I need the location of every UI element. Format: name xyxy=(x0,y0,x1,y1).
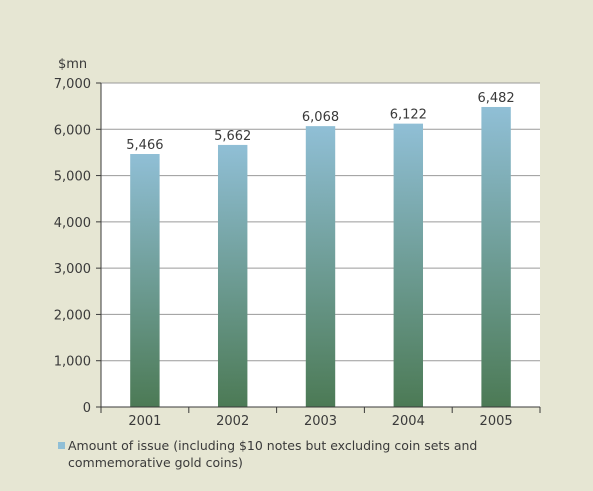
y-tick-label: 7,000 xyxy=(54,77,91,92)
bar-2005 xyxy=(481,106,511,407)
y-tick-label: 6,000 xyxy=(54,123,91,138)
legend-label-line-1: Amount of issue (including $10 notes but… xyxy=(68,438,477,453)
y-tick-label: 0 xyxy=(83,401,91,416)
x-tick-label: 2003 xyxy=(304,414,337,429)
data-label: 6,068 xyxy=(302,110,339,125)
data-label: 5,466 xyxy=(126,138,163,153)
legend-swatch xyxy=(58,442,65,449)
bar-2002 xyxy=(217,144,248,407)
bar-2001 xyxy=(130,154,160,407)
y-tick-label: 1,000 xyxy=(54,355,91,370)
bar-2003 xyxy=(305,126,336,408)
x-tick-label: 2004 xyxy=(392,414,425,429)
y-tick-label: 3,000 xyxy=(54,262,91,277)
legend-label-line-2: commemorative gold coins) xyxy=(68,455,243,470)
y-axis-title: $mn xyxy=(58,57,87,72)
y-tick-label: 4,000 xyxy=(54,216,91,231)
y-tick-label: 5,000 xyxy=(54,170,91,185)
data-label: 6,482 xyxy=(477,91,514,106)
data-label: 6,122 xyxy=(390,108,427,123)
x-tick-label: 2002 xyxy=(216,414,249,429)
x-tick-label: 2001 xyxy=(128,414,161,429)
y-tick-label: 2,000 xyxy=(54,308,91,323)
bar-2004 xyxy=(393,123,424,407)
x-tick-label: 2005 xyxy=(480,414,513,429)
data-label: 5,662 xyxy=(214,129,251,144)
